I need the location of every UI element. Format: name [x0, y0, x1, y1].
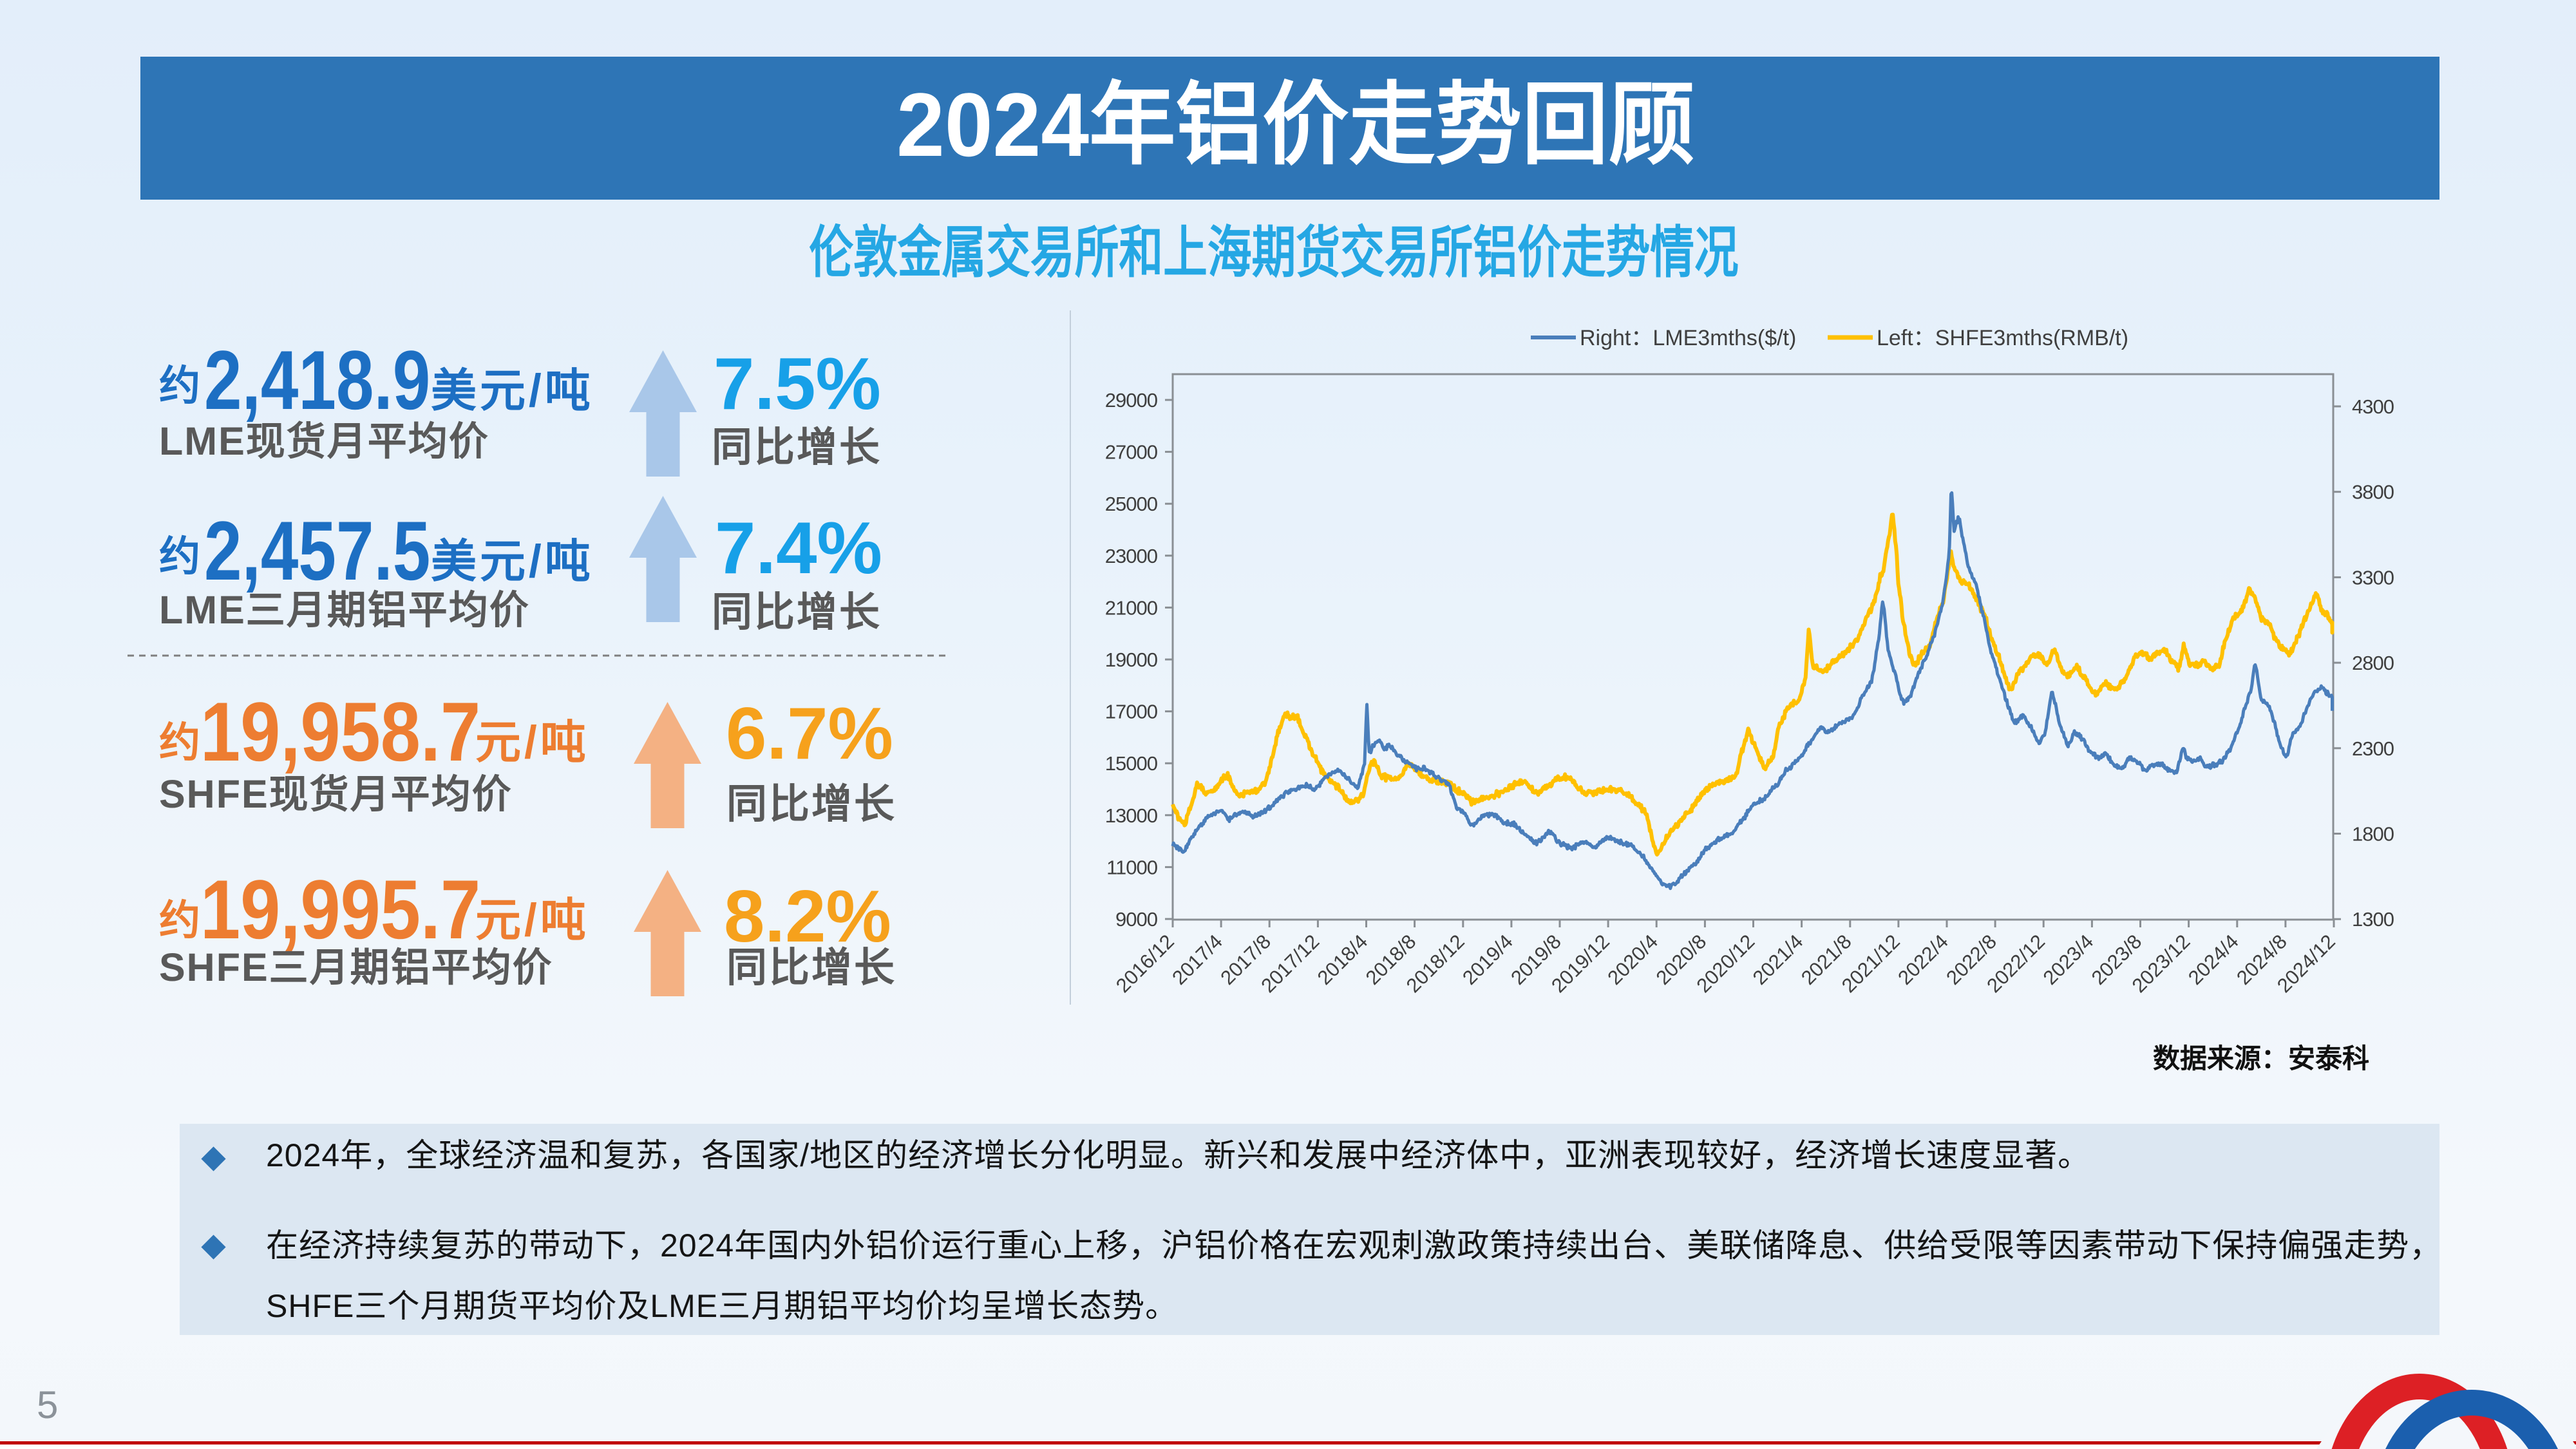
svg-text:27000: 27000 — [1105, 441, 1158, 464]
svg-text:9000: 9000 — [1115, 908, 1158, 931]
svg-text:2017/4: 2017/4 — [1168, 930, 1227, 989]
svg-text:11000: 11000 — [1106, 856, 1158, 878]
svg-text:2023/4: 2023/4 — [2039, 930, 2098, 989]
svg-text:Left：SHFE3mths(RMB/t): Left：SHFE3mths(RMB/t) — [1877, 326, 2128, 350]
svg-text:2020/4: 2020/4 — [1603, 930, 1662, 989]
svg-text:3300: 3300 — [2352, 566, 2394, 589]
svg-text:1800: 1800 — [2352, 823, 2394, 846]
svg-text:2800: 2800 — [2352, 652, 2394, 674]
svg-text:19000: 19000 — [1105, 649, 1158, 671]
svg-text:Right：LME3mths($/t): Right：LME3mths($/t) — [1580, 326, 1796, 350]
svg-text:25000: 25000 — [1105, 493, 1158, 515]
svg-text:21000: 21000 — [1105, 596, 1158, 619]
svg-text:4300: 4300 — [2352, 395, 2394, 418]
svg-text:1300: 1300 — [2352, 908, 2394, 931]
svg-text:17000: 17000 — [1105, 701, 1158, 723]
svg-text:2016/12: 2016/12 — [1112, 930, 1179, 997]
svg-text:2022/4: 2022/4 — [1893, 930, 1953, 989]
svg-text:2018/4: 2018/4 — [1313, 930, 1372, 989]
svg-text:3800: 3800 — [2352, 481, 2394, 504]
svg-text:2024/4: 2024/4 — [2184, 930, 2243, 989]
svg-text:29000: 29000 — [1105, 389, 1158, 412]
svg-text:2021/4: 2021/4 — [1748, 930, 1808, 989]
svg-text:2019/4: 2019/4 — [1458, 930, 1517, 989]
svg-text:23000: 23000 — [1105, 545, 1158, 567]
svg-text:13000: 13000 — [1105, 804, 1158, 827]
svg-text:2300: 2300 — [2352, 737, 2394, 760]
svg-text:15000: 15000 — [1105, 752, 1158, 775]
